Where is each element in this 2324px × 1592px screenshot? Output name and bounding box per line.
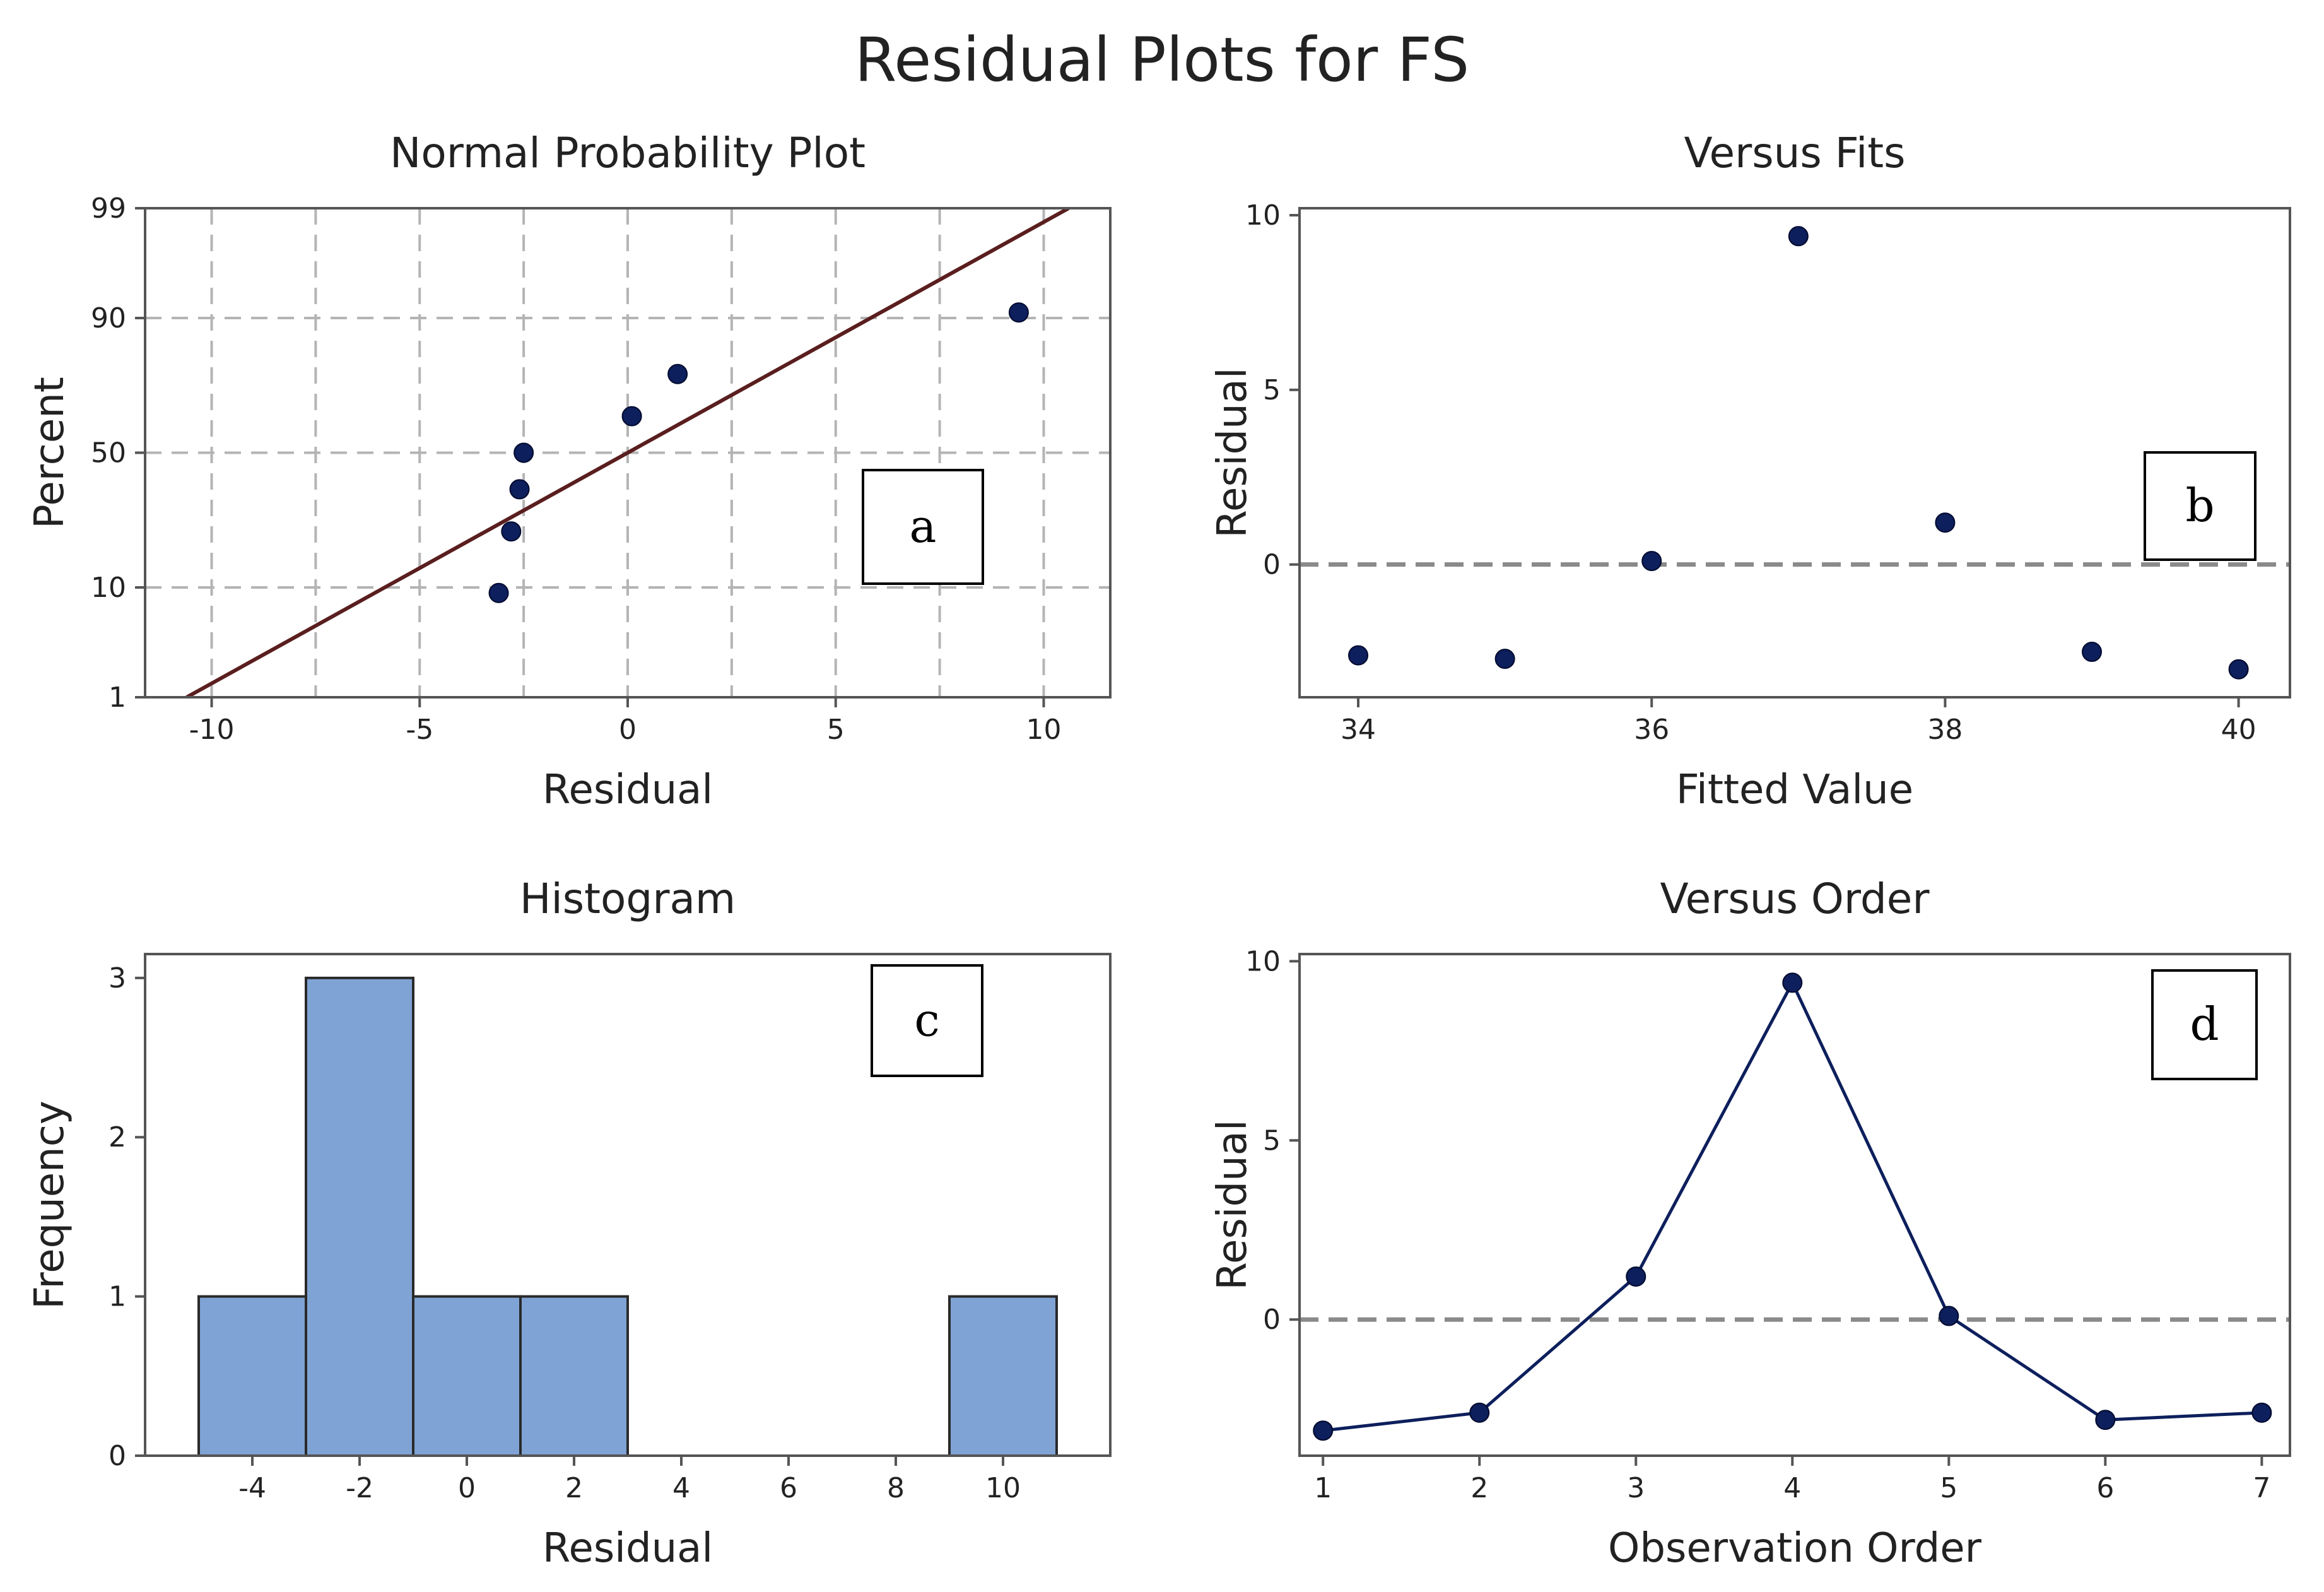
panel-label-box	[862, 469, 984, 585]
data-point	[1008, 302, 1029, 323]
x-tick-label: 38	[1927, 714, 1963, 746]
versus-order-panel: 1 2 3 4 5 6 7 0 5 10 Versus Order Observation Order…	[1209, 875, 2291, 1572]
data-point	[667, 363, 688, 384]
x-tick-label: 8	[887, 1472, 905, 1504]
x-tick-label: 4	[1783, 1472, 1801, 1504]
x-tick-label: 0	[458, 1472, 476, 1504]
x-axis-label: Residual	[543, 767, 713, 813]
histogram-bar	[197, 1295, 307, 1458]
plot-frame	[1298, 207, 2291, 699]
data-point	[621, 406, 642, 427]
x-tick-label: 6	[780, 1472, 797, 1504]
panel-label: b	[2185, 479, 2214, 532]
y-tick-label: 99	[91, 192, 126, 225]
y-tick-label: 5	[1263, 374, 1281, 406]
x-tick-label: 34	[1341, 714, 1376, 746]
y-tick-label: 3	[109, 962, 126, 994]
y-tick-label: 1	[109, 681, 126, 714]
panel-title: Histogram	[520, 875, 736, 923]
x-tick-label: 2	[1470, 1472, 1488, 1504]
x-tick-label: -2	[346, 1472, 373, 1504]
x-tick-label: -10	[189, 714, 235, 746]
histogram-panel: -4 -2 0 2 4 6 8 10 0 1 2 3 Histogram Residual Frequenc…	[26, 875, 1112, 1572]
x-tick-label: 40	[2221, 714, 2257, 746]
y-tick-label: 1	[109, 1281, 126, 1313]
y-axis-label: Residual	[1209, 367, 1256, 538]
data-point	[509, 479, 530, 500]
x-axis-label: Fitted Value	[1676, 767, 1913, 813]
panel-label-box	[2151, 969, 2258, 1080]
data-point	[1313, 1420, 1334, 1441]
panel-label-box	[871, 964, 983, 1077]
x-tick-label: 5	[1940, 1472, 1957, 1504]
panel-title: Normal Probability Plot	[390, 129, 866, 177]
y-axis-label: Percent	[26, 377, 73, 529]
data-point	[1641, 551, 1662, 572]
panel-label: d	[2190, 998, 2219, 1051]
plot-frame	[144, 953, 1112, 1457]
histogram-bar	[412, 1295, 522, 1458]
plot-frame	[1298, 953, 2291, 1457]
y-tick-label: 10	[1245, 199, 1281, 232]
series-line	[1322, 979, 2262, 1432]
data-point	[2228, 659, 2249, 680]
data-point	[1939, 1306, 1959, 1326]
y-tick-label: 90	[91, 302, 126, 334]
y-tick-label: 0	[109, 1440, 126, 1472]
x-tick-label: 10	[1026, 714, 1061, 746]
normal-probability-panel: -10 -5 0 5 10 1 10 50 90 99 Normal Probability Plo…	[26, 129, 1112, 813]
x-tick-label: -5	[406, 714, 433, 746]
histogram-bar	[519, 1295, 629, 1458]
x-tick-label: 36	[1634, 714, 1669, 746]
y-tick-label: 5	[1263, 1124, 1281, 1157]
data-point	[1782, 972, 1803, 993]
x-tick-label: 5	[827, 714, 845, 746]
data-point	[2251, 1402, 2272, 1423]
x-tick-label: 7	[2253, 1472, 2270, 1504]
x-tick-label: 0	[619, 714, 637, 746]
data-point	[2082, 642, 2102, 663]
panel-title: Versus Fits	[1684, 129, 1905, 177]
y-tick-label: 50	[91, 437, 126, 469]
x-tick-label: 6	[2096, 1472, 2114, 1504]
y-tick-label: 0	[1263, 1304, 1281, 1336]
y-tick-label: 0	[1263, 549, 1281, 581]
data-point	[501, 521, 522, 542]
data-point	[1348, 645, 1369, 666]
x-tick-label: -4	[238, 1472, 266, 1504]
panel-title: Versus Order	[1660, 875, 1930, 923]
y-tick-label: 10	[91, 572, 126, 604]
data-point	[2095, 1410, 2116, 1430]
data-point	[1494, 649, 1515, 669]
x-axis-label: Observation Order	[1608, 1525, 1982, 1572]
x-axis-label: Residual	[543, 1525, 713, 1572]
data-point	[514, 442, 534, 463]
panel-label: a	[910, 500, 937, 553]
x-tick-label: 4	[672, 1472, 690, 1504]
data-point	[1935, 512, 1956, 533]
x-tick-label: 1	[1314, 1472, 1332, 1504]
x-tick-label: 2	[565, 1472, 583, 1504]
data-point	[1469, 1402, 1490, 1423]
histogram-bar	[948, 1295, 1058, 1458]
x-tick-label: 10	[985, 1472, 1021, 1504]
figure-title: Residual Plots for FS	[855, 25, 1469, 95]
data-point	[1626, 1266, 1646, 1287]
panel-label-box	[2144, 451, 2257, 561]
y-tick-label: 10	[1245, 945, 1281, 977]
versus-fits-panel: 34 36 38 40 0 5 10 Versus Fits Fitted Value Resid…	[1209, 129, 2291, 813]
y-axis-label: Residual	[1209, 1119, 1256, 1290]
y-axis-label: Frequency	[26, 1100, 73, 1309]
x-tick-label: 3	[1627, 1472, 1645, 1504]
fitted-line	[185, 208, 1070, 697]
data-point	[488, 582, 509, 603]
panel-label: c	[914, 994, 939, 1047]
histogram-bar	[305, 976, 414, 1458]
y-tick-label: 2	[109, 1121, 126, 1153]
data-point	[1788, 226, 1809, 247]
